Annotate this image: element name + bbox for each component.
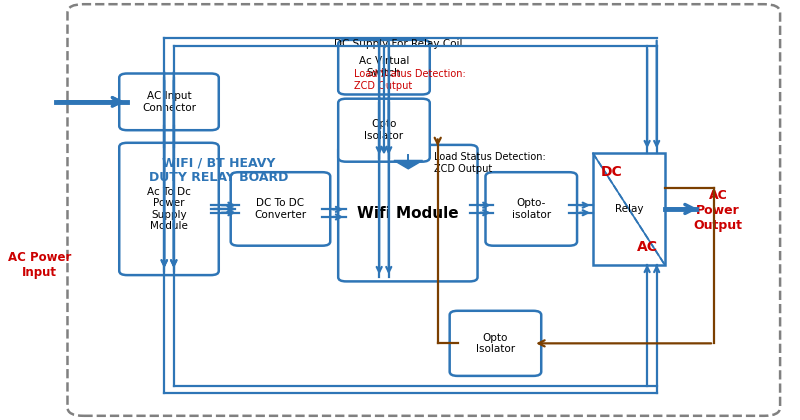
Text: Load Status Detection:
ZCD Output: Load Status Detection: ZCD Output xyxy=(434,152,546,174)
Text: AC: AC xyxy=(638,240,658,254)
Text: Load Status Detection:
ZCD Output: Load Status Detection: ZCD Output xyxy=(354,69,466,91)
Text: AC Power
Input: AC Power Input xyxy=(8,251,71,278)
Text: Opto
Isolator: Opto Isolator xyxy=(365,119,403,141)
Text: Ac Virtual
Switch: Ac Virtual Switch xyxy=(358,56,409,78)
Polygon shape xyxy=(394,160,422,169)
FancyBboxPatch shape xyxy=(338,99,430,162)
Text: Opto-
isolator: Opto- isolator xyxy=(512,198,551,220)
Text: Ac To Dc
Power
Supply
Module: Ac To Dc Power Supply Module xyxy=(147,186,191,231)
FancyBboxPatch shape xyxy=(338,40,430,94)
Text: AC
Power
Output: AC Power Output xyxy=(694,189,742,231)
Text: WIFI / BT HEAVY
DUTY RELAY BOARD: WIFI / BT HEAVY DUTY RELAY BOARD xyxy=(149,156,289,184)
FancyBboxPatch shape xyxy=(593,153,665,265)
FancyBboxPatch shape xyxy=(119,74,218,130)
Text: DC: DC xyxy=(601,165,622,179)
Text: AC Input
Connector: AC Input Connector xyxy=(142,91,196,113)
Text: Opto
Isolator: Opto Isolator xyxy=(476,333,515,354)
FancyBboxPatch shape xyxy=(450,311,542,376)
FancyBboxPatch shape xyxy=(67,4,780,416)
FancyBboxPatch shape xyxy=(230,172,330,246)
Text: DC To DC
Converter: DC To DC Converter xyxy=(254,198,306,220)
FancyBboxPatch shape xyxy=(338,145,478,281)
Text: Wifi Module: Wifi Module xyxy=(357,206,458,220)
FancyBboxPatch shape xyxy=(486,172,577,246)
FancyBboxPatch shape xyxy=(119,143,218,275)
Text: DC Supply For Relay Coil: DC Supply For Relay Coil xyxy=(334,39,462,49)
Text: Relay: Relay xyxy=(614,204,643,214)
